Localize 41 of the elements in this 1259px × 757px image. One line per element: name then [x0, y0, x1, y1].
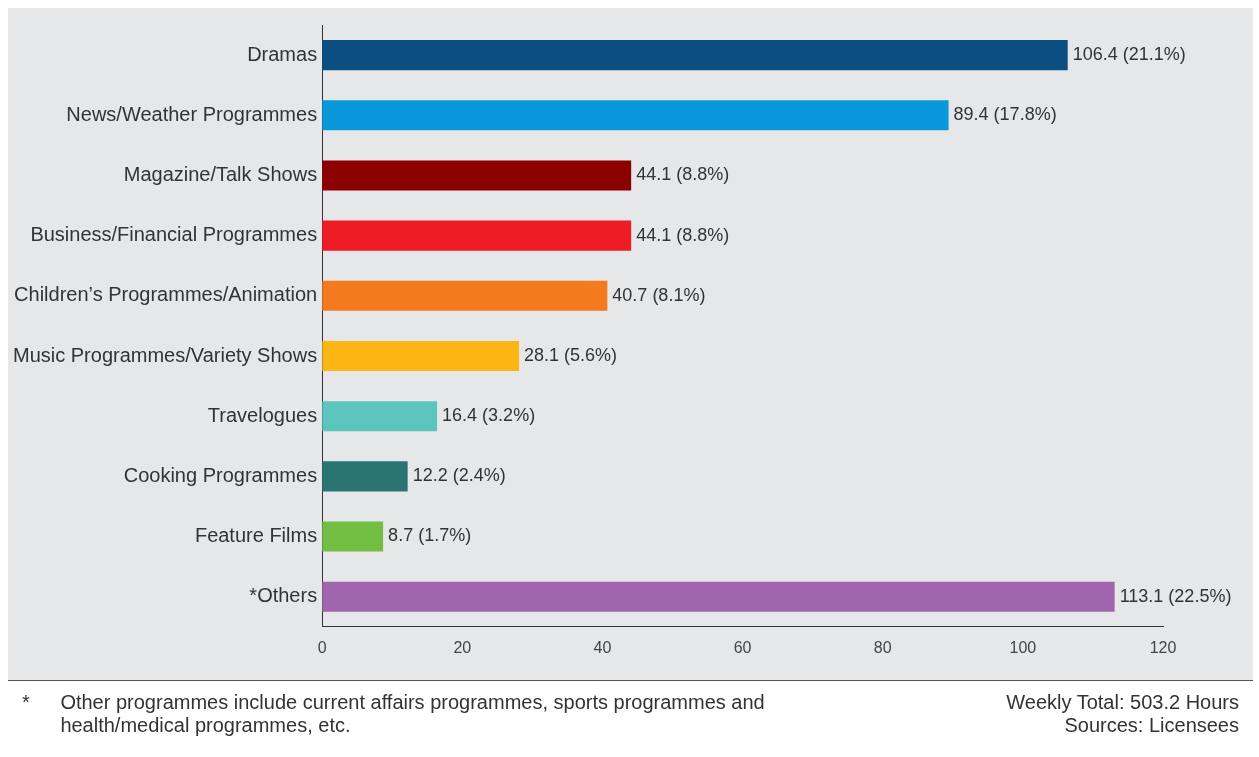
text: Weekly Total: 503.2 Hours — [1006, 691, 1239, 714]
y-tick-label: Children’s Programmes/Animation — [14, 283, 318, 306]
x-tick-label: 60 — [733, 638, 752, 656]
x-tick-label: 0 — [317, 638, 327, 656]
y-tick-label: News/Weather Programmes — [66, 102, 318, 125]
y-tick-label: Magazine/Talk Shows — [123, 162, 318, 185]
y-tick-label: Travelogues — [207, 403, 318, 426]
bar — [322, 581, 1115, 612]
x-tick-label: 100 — [1009, 638, 1037, 656]
data-label: 44.1 (8.8%) — [636, 164, 730, 185]
data-label: 8.7 (1.7%) — [388, 525, 472, 546]
bar — [322, 40, 1068, 71]
data-label: 40.7 (8.1%) — [612, 284, 706, 305]
data-label: 113.1 (22.5%) — [1119, 585, 1232, 606]
text: * — [21, 691, 31, 715]
data-label: 106.4 (21.1%) — [1072, 44, 1186, 65]
x-tick-label: 40 — [593, 638, 612, 656]
x-tick-label: 20 — [453, 638, 472, 656]
y-tick-label: Music Programmes/Variety Shows — [12, 343, 318, 366]
source-note: Sources: Licensees — [1063, 714, 1239, 737]
bar — [322, 100, 949, 131]
data-label: 89.4 (17.8%) — [953, 104, 1057, 125]
bar — [322, 220, 632, 251]
y-tick-label: Cooking Programmes — [123, 463, 318, 486]
data-label: 44.1 (8.8%) — [636, 224, 730, 245]
data-label: 16.4 (3.2%) — [442, 405, 536, 426]
bar — [322, 160, 632, 191]
bar — [322, 401, 438, 432]
y-tick-label: Feature Films — [194, 524, 318, 547]
bar — [322, 280, 608, 311]
x-tick-label: 120 — [1149, 638, 1177, 656]
x-tick-label: 80 — [873, 638, 892, 656]
y-tick-label: Business/Financial Programmes — [30, 223, 318, 246]
data-label: 28.1 (5.6%) — [524, 344, 618, 365]
y-tick-label: *Others — [249, 584, 318, 607]
data-label: 12.2 (2.4%) — [412, 465, 506, 486]
bar — [322, 340, 520, 372]
text: Other programmes include current affairs programmes, sports programmes and health/medical programmes, etc. — [60, 691, 766, 737]
y-tick-label: Dramas — [247, 42, 318, 65]
bar — [322, 461, 408, 492]
bar — [322, 521, 384, 552]
